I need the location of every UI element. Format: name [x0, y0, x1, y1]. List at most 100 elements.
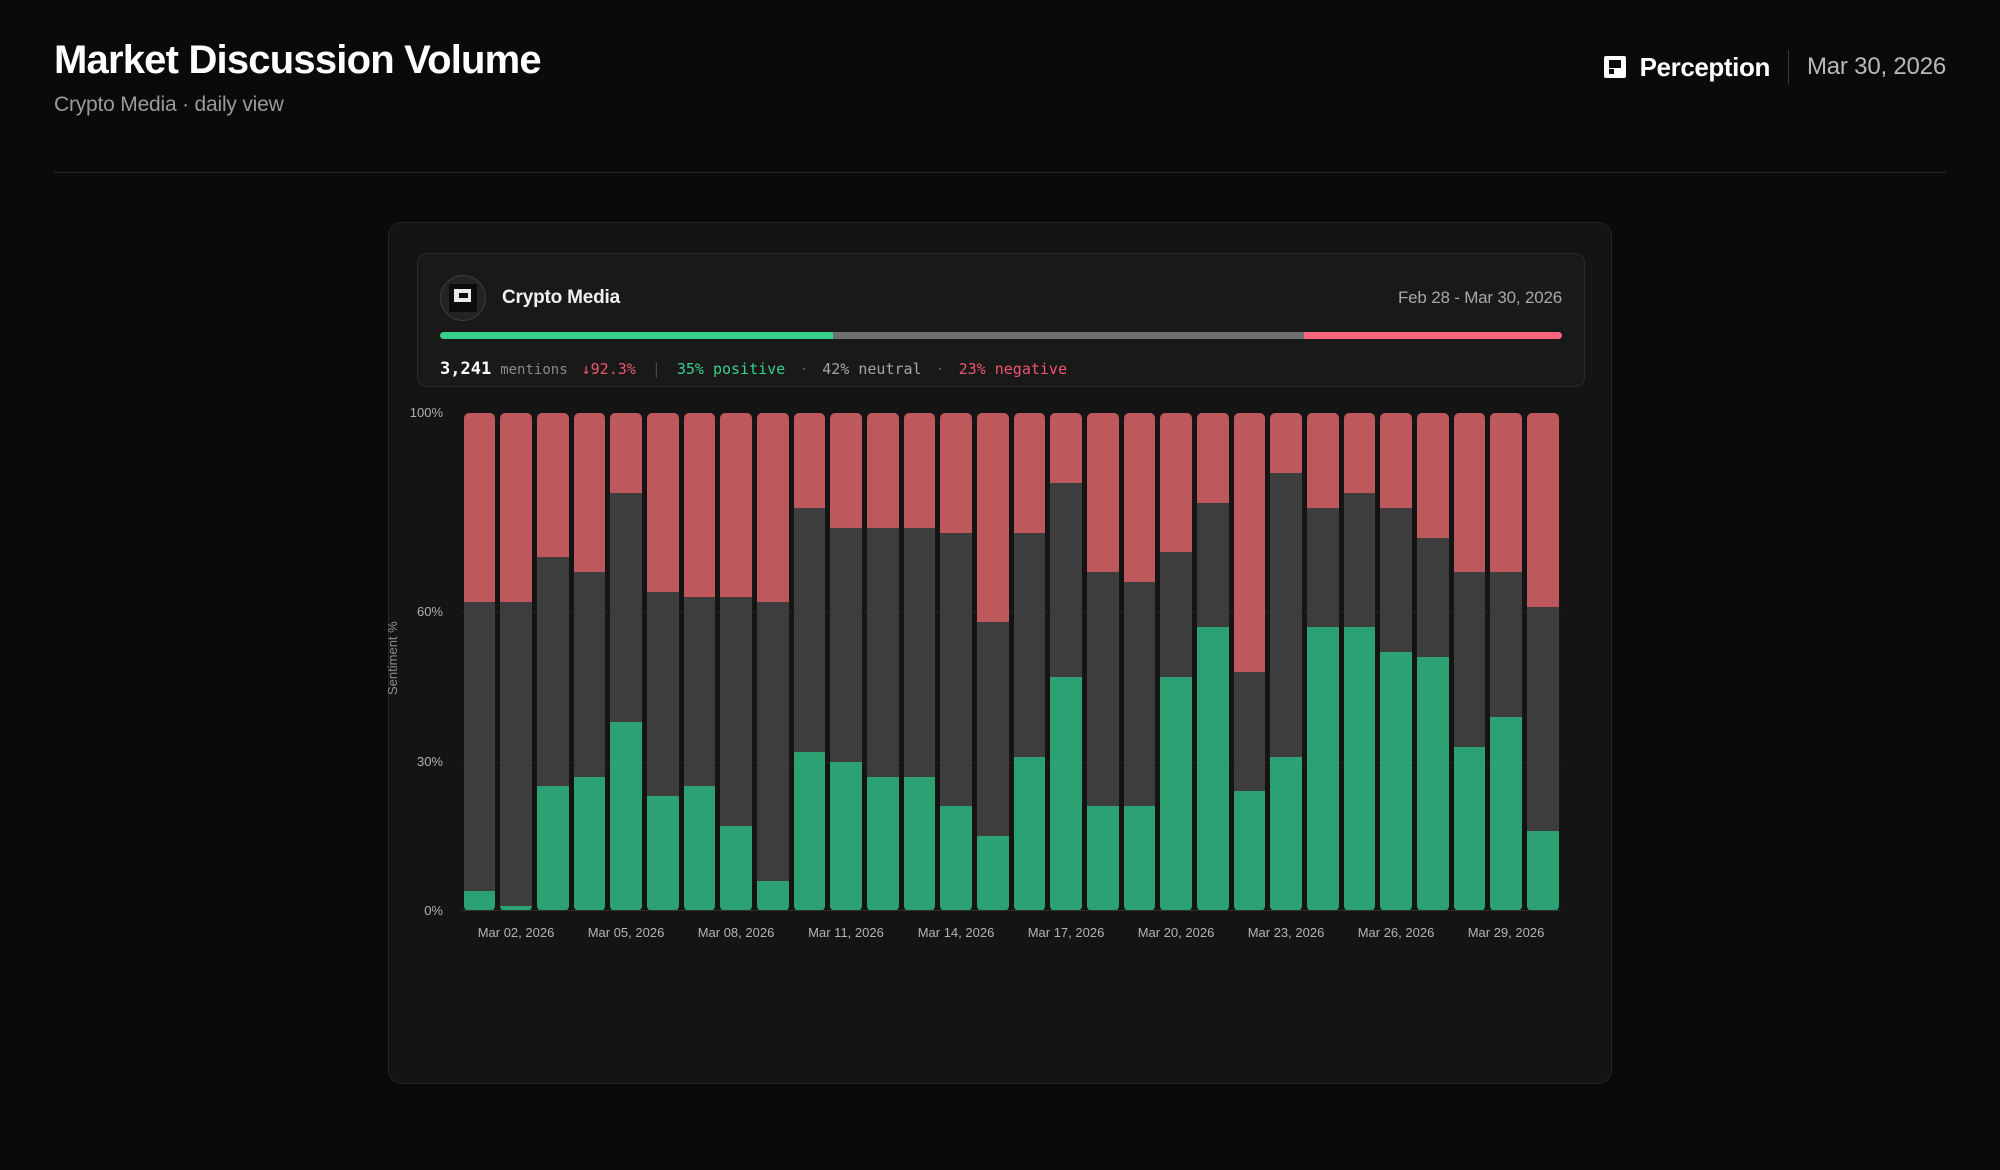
gridline — [461, 612, 1561, 614]
bar-column[interactable] — [461, 413, 498, 911]
bar-segment-positive — [1196, 627, 1229, 911]
bar-segment-negative — [1416, 413, 1449, 538]
bar-column[interactable] — [571, 413, 608, 911]
y-tick-label: 100% — [409, 405, 443, 420]
bar-column[interactable] — [864, 413, 901, 911]
sentiment-segment-positive — [440, 332, 833, 339]
header-divider — [1787, 50, 1789, 84]
bar-segment-neutral — [830, 527, 862, 762]
bar-column[interactable] — [1121, 413, 1158, 911]
bar-segment-neutral — [1160, 552, 1192, 677]
x-tick-label: Mar 29, 2026 — [1467, 925, 1545, 940]
stats-dot-1: · — [799, 360, 809, 378]
bar-segment-neutral — [646, 592, 679, 797]
bar-column[interactable] — [1451, 413, 1488, 911]
bar-column[interactable] — [1378, 413, 1415, 911]
x-tick-label: Mar 17, 2026 — [1027, 925, 1105, 940]
page-header: Market Discussion Volume Crypto Media · … — [54, 38, 1946, 168]
mention-count-unit: mentions — [500, 362, 568, 378]
bar-column[interactable] — [1524, 413, 1561, 911]
header-date: Mar 30, 2026 — [1806, 53, 1946, 80]
x-tick-label: Mar 23, 2026 — [1247, 925, 1325, 940]
bar-column[interactable] — [1268, 413, 1305, 911]
bar-segment-positive — [720, 826, 752, 911]
bar-segment-positive — [866, 776, 899, 911]
bar-column[interactable] — [681, 413, 718, 911]
bar-segment-positive — [683, 786, 716, 911]
bar-segment-neutral — [573, 572, 606, 777]
stat-neutral: 42% neutral — [822, 360, 922, 378]
bar-segment-negative — [1526, 413, 1559, 608]
bar-column[interactable] — [1488, 413, 1525, 911]
bar-column[interactable] — [718, 413, 755, 911]
bar-segment-positive — [903, 776, 936, 911]
bar-segment-negative — [1343, 413, 1376, 493]
bar-column[interactable] — [1084, 413, 1121, 911]
bar-column[interactable] — [1011, 413, 1048, 911]
bar-column[interactable] — [791, 413, 828, 911]
stat-negative: 23% negative — [958, 360, 1067, 378]
bar-segment-positive — [646, 796, 679, 911]
page-subtitle: Crypto Media · daily view — [54, 93, 284, 116]
axis-baseline — [461, 910, 1561, 911]
bar-column[interactable] — [1048, 413, 1085, 911]
bar-column[interactable] — [974, 413, 1011, 911]
bar-segment-neutral — [720, 597, 752, 827]
bar-segment-negative — [500, 413, 532, 603]
x-axis-ticks: Mar 02, 2026 Mar 05, 2026 Mar 08, 2026 Mar … — [461, 925, 1561, 951]
bar-column[interactable] — [1341, 413, 1378, 911]
bar-column[interactable] — [644, 413, 681, 911]
bar-column[interactable] — [754, 413, 791, 911]
x-tick-label: Mar 20, 2026 — [1137, 925, 1215, 940]
bar-segment-negative — [1490, 413, 1522, 573]
bar-segment-negative — [1123, 413, 1156, 583]
bar-column[interactable] — [608, 413, 645, 911]
bar-segment-negative — [646, 413, 679, 593]
bar-column[interactable] — [1414, 413, 1451, 911]
bar-segment-neutral — [1270, 472, 1302, 757]
bar-segment-positive — [573, 776, 606, 911]
bar-segment-negative — [536, 413, 569, 558]
bar-segment-neutral — [1086, 572, 1119, 807]
bar-segment-negative — [610, 413, 642, 493]
bar-segment-neutral — [683, 597, 716, 787]
bar-segment-positive — [1490, 716, 1522, 911]
bar-series-container — [461, 413, 1561, 911]
bar-segment-positive — [830, 761, 862, 911]
bar-segment-positive — [1343, 627, 1376, 911]
bar-segment-positive — [1233, 791, 1266, 911]
header-rule — [54, 172, 1946, 173]
bar-segment-positive — [1123, 806, 1156, 911]
bar-segment-positive — [1526, 831, 1559, 911]
bar-segment-neutral — [756, 602, 789, 882]
bar-column[interactable] — [534, 413, 571, 911]
summary-stats: 3,241 mentions ↓92.3% | 35% positive · 4… — [440, 359, 1562, 379]
bar-column[interactable] — [828, 413, 865, 911]
mention-delta: ↓92.3% — [581, 360, 636, 378]
bar-segment-negative — [1196, 413, 1229, 503]
bar-segment-positive — [610, 721, 642, 911]
y-axis-ticks: 100% 60% 30% 0% — [369, 405, 443, 1085]
bar-segment-negative — [756, 413, 789, 603]
bar-segment-neutral — [1380, 507, 1412, 653]
bar-column[interactable] — [1231, 413, 1268, 911]
bar-segment-negative — [1086, 413, 1119, 573]
bar-column[interactable] — [1158, 413, 1195, 911]
bar-column[interactable] — [938, 413, 975, 911]
bar-segment-neutral — [1453, 572, 1486, 747]
sentiment-segment-neutral — [832, 332, 1304, 339]
bar-segment-positive — [1086, 806, 1119, 911]
bar-segment-negative — [866, 413, 899, 528]
bar-column[interactable] — [1304, 413, 1341, 911]
bar-segment-neutral — [1013, 532, 1046, 757]
bar-column[interactable] — [1194, 413, 1231, 911]
bar-segment-positive — [793, 751, 826, 911]
gridline — [461, 761, 1561, 763]
bar-column[interactable] — [901, 413, 938, 911]
bar-segment-positive — [536, 786, 569, 911]
bar-segment-negative — [720, 413, 752, 598]
perception-flag-icon — [1603, 56, 1626, 78]
bar-column[interactable] — [498, 413, 535, 911]
bar-segment-negative — [1270, 413, 1302, 473]
